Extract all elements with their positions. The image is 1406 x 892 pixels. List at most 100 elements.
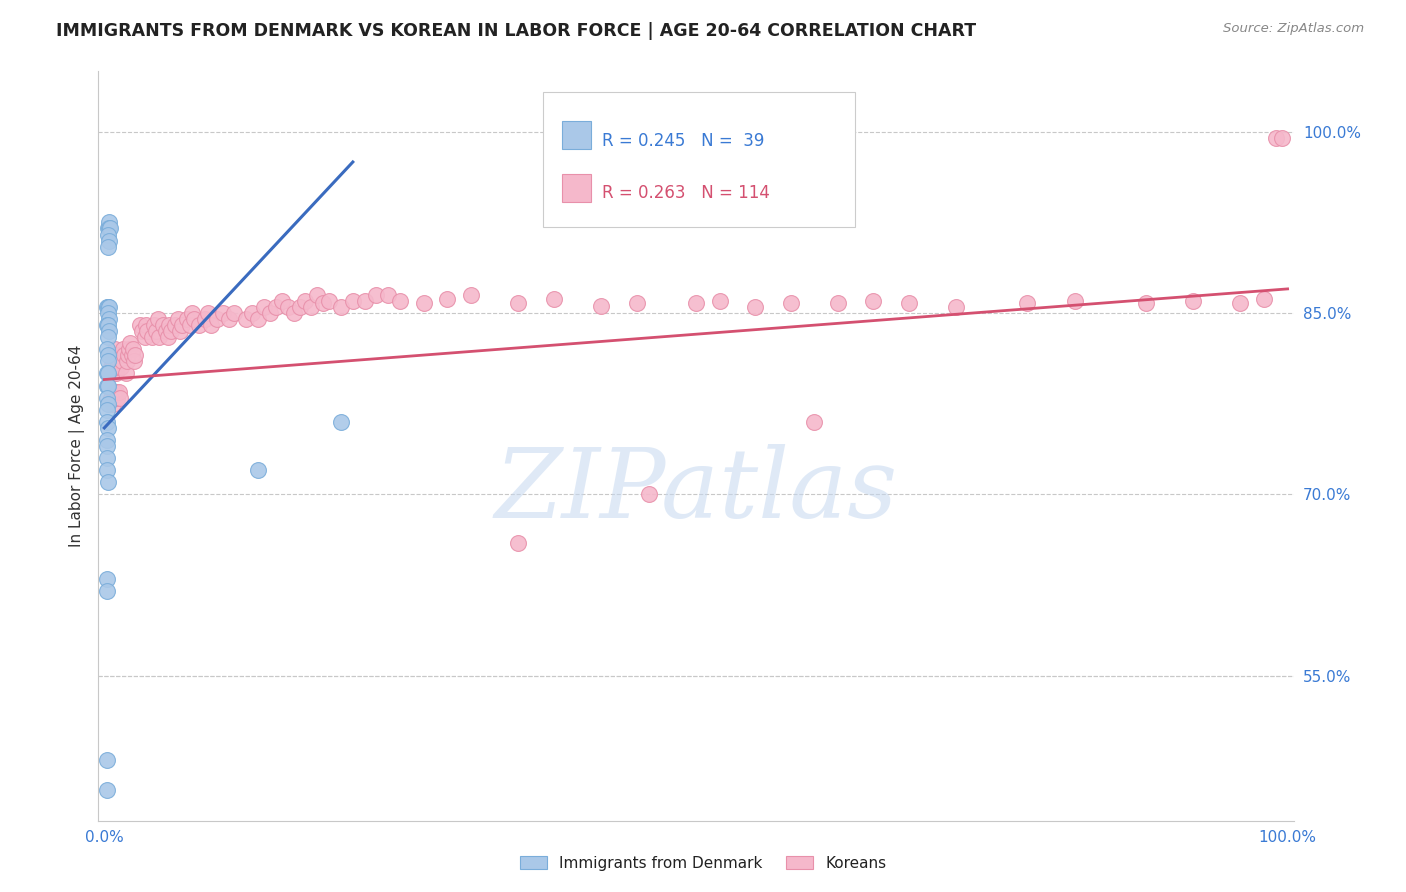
Point <box>96 300 118 314</box>
Point <box>98 300 121 314</box>
Point <box>827 296 849 310</box>
Point <box>141 330 163 344</box>
Point <box>103 384 125 399</box>
Point <box>98 234 121 248</box>
Point <box>1063 293 1085 308</box>
Point <box>100 391 122 405</box>
Text: Source: ZipAtlas.com: Source: ZipAtlas.com <box>1223 22 1364 36</box>
Point <box>103 348 125 362</box>
Point <box>377 288 399 302</box>
Point <box>122 354 145 368</box>
Point <box>165 318 187 333</box>
Point <box>97 421 120 435</box>
Point <box>103 367 125 381</box>
Point <box>96 783 118 797</box>
Point <box>97 475 120 490</box>
Point <box>96 463 118 477</box>
Point <box>342 293 364 308</box>
Point <box>543 292 565 306</box>
Point <box>105 348 128 362</box>
Point <box>135 318 157 333</box>
Point <box>96 584 118 599</box>
Point <box>307 288 329 302</box>
Point <box>101 397 124 411</box>
Text: IMMIGRANTS FROM DENMARK VS KOREAN IN LABOR FORCE | AGE 20-64 CORRELATION CHART: IMMIGRANTS FROM DENMARK VS KOREAN IN LAB… <box>56 22 976 40</box>
Point <box>366 288 388 302</box>
Point <box>111 354 134 368</box>
Point <box>96 451 118 466</box>
FancyBboxPatch shape <box>562 121 591 149</box>
Point <box>96 367 118 381</box>
Point <box>97 354 120 368</box>
Point <box>1017 296 1039 310</box>
Point <box>96 402 118 417</box>
Point <box>211 306 233 320</box>
Point <box>709 293 731 308</box>
Point <box>197 306 219 320</box>
Point <box>897 296 920 310</box>
Point <box>945 300 967 314</box>
Point <box>107 384 129 399</box>
Point <box>114 367 136 381</box>
Point <box>136 324 159 338</box>
Legend: Immigrants from Denmark, Koreans: Immigrants from Denmark, Koreans <box>515 851 891 875</box>
Point <box>180 306 202 320</box>
Point <box>98 324 121 338</box>
Point <box>97 227 120 242</box>
Point <box>134 330 156 344</box>
Point <box>108 348 131 362</box>
Point <box>112 343 135 357</box>
Point <box>96 318 118 333</box>
Point <box>188 318 211 333</box>
Point <box>259 306 281 320</box>
Point <box>107 354 129 368</box>
Point <box>803 415 825 429</box>
Point <box>131 324 153 338</box>
Point <box>105 391 128 405</box>
Point <box>121 343 143 357</box>
Point <box>96 572 118 586</box>
Point <box>436 292 458 306</box>
Point <box>97 300 120 314</box>
Text: ZIPatlas: ZIPatlas <box>495 444 897 538</box>
Point <box>128 318 150 333</box>
Point <box>105 384 128 399</box>
Point <box>591 299 613 313</box>
Point <box>685 296 707 310</box>
Point <box>218 312 240 326</box>
Point <box>97 330 120 344</box>
Point <box>97 348 120 362</box>
Point <box>143 318 166 333</box>
Point <box>96 415 118 429</box>
Point <box>1135 296 1157 310</box>
Point <box>159 324 181 338</box>
Text: R = 0.245   N =  39: R = 0.245 N = 39 <box>602 132 763 150</box>
Point <box>862 293 884 308</box>
Point <box>318 293 340 308</box>
Point <box>626 296 648 310</box>
Point <box>176 312 198 326</box>
Point <box>169 324 191 338</box>
Point <box>412 296 434 310</box>
Point <box>277 300 299 314</box>
Point <box>118 343 141 357</box>
Text: R = 0.263   N = 114: R = 0.263 N = 114 <box>602 185 769 202</box>
Point <box>121 348 143 362</box>
FancyBboxPatch shape <box>543 92 855 227</box>
Point <box>205 312 228 326</box>
Point <box>157 330 180 344</box>
Point <box>1229 296 1251 310</box>
Point <box>1253 292 1275 306</box>
Point <box>779 296 801 310</box>
Point <box>97 397 120 411</box>
Point <box>96 343 118 357</box>
Point <box>114 348 136 362</box>
Point <box>247 312 270 326</box>
Point <box>288 300 311 314</box>
Point <box>97 378 120 392</box>
Point <box>108 391 131 405</box>
Point <box>508 296 530 310</box>
Point <box>1264 131 1286 145</box>
Point <box>104 343 127 357</box>
Point <box>98 215 121 229</box>
